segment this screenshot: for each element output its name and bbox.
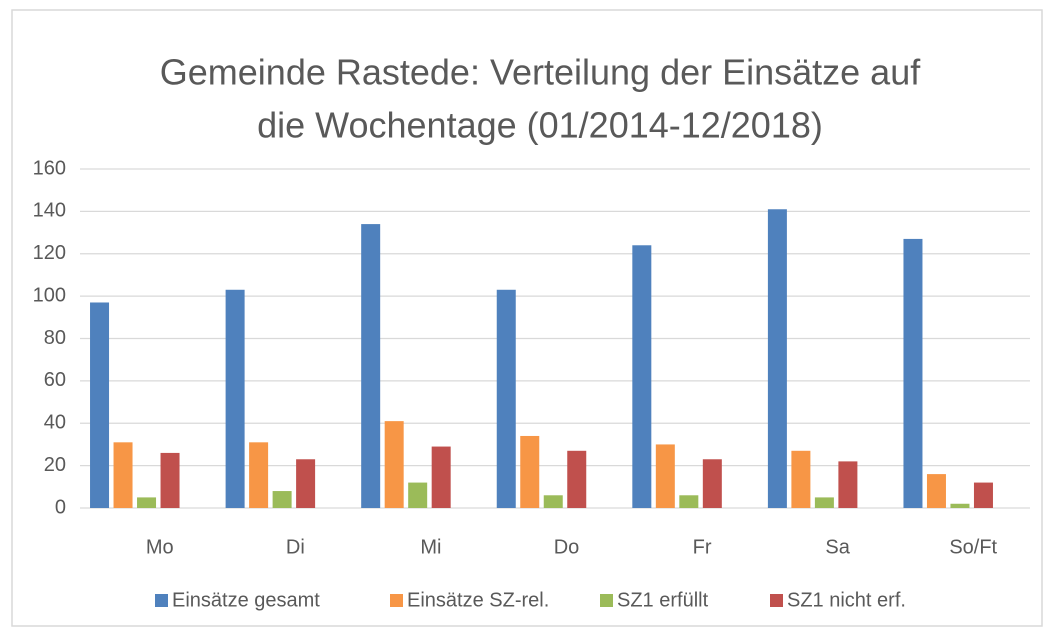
bar xyxy=(973,482,993,508)
bar xyxy=(655,444,675,508)
chart-title: Gemeinde Rastede: Verteilung der Einsätz… xyxy=(160,52,921,93)
bar xyxy=(791,450,811,508)
legend-swatch xyxy=(770,594,783,607)
x-tick-label: Fr xyxy=(693,536,712,558)
legend-label: Einsätze gesamt xyxy=(172,589,320,611)
legend-swatch xyxy=(600,594,613,607)
bar xyxy=(702,459,722,508)
bar xyxy=(767,209,787,508)
bar xyxy=(950,503,970,508)
bar xyxy=(567,450,587,508)
bar xyxy=(408,482,428,508)
bar xyxy=(496,289,516,508)
legend-label: SZ1 erfüllt xyxy=(617,589,709,611)
legend-swatch xyxy=(390,594,403,607)
bar xyxy=(296,459,316,508)
y-tick-label: 100 xyxy=(33,284,66,306)
bar xyxy=(679,495,699,508)
bar xyxy=(90,302,110,508)
chart-title: die Wochentage (01/2014-12/2018) xyxy=(257,105,823,146)
bar xyxy=(113,442,133,508)
x-tick-label: Do xyxy=(554,536,580,558)
y-tick-label: 160 xyxy=(33,157,66,179)
bar xyxy=(926,474,946,508)
bar xyxy=(160,452,180,508)
x-tick-label: So/Ft xyxy=(949,536,997,558)
x-tick-label: Mi xyxy=(420,536,441,558)
bar xyxy=(632,245,652,508)
x-tick-label: Sa xyxy=(825,536,850,558)
legend-label: SZ1 nicht erf. xyxy=(787,589,906,611)
bar xyxy=(272,491,292,508)
bar xyxy=(543,495,563,508)
bar xyxy=(361,224,381,508)
bar xyxy=(137,497,157,508)
bar xyxy=(249,442,269,508)
y-tick-label: 140 xyxy=(33,200,66,222)
y-tick-label: 80 xyxy=(44,327,66,349)
bar xyxy=(520,435,540,508)
bar xyxy=(838,461,858,508)
bar xyxy=(225,289,245,508)
y-tick-label: 20 xyxy=(44,454,66,476)
bar xyxy=(384,421,404,508)
bar xyxy=(431,446,451,508)
legend-label: Einsätze SZ-rel. xyxy=(407,589,549,611)
legend-swatch xyxy=(155,594,168,607)
y-tick-label: 60 xyxy=(44,369,66,391)
bar xyxy=(814,497,834,508)
x-tick-label: Di xyxy=(286,536,305,558)
bar xyxy=(903,238,923,508)
x-tick-label: Mo xyxy=(146,536,174,558)
y-tick-label: 0 xyxy=(55,496,66,518)
y-tick-label: 40 xyxy=(44,412,66,434)
chart-border xyxy=(11,9,1043,627)
y-tick-label: 120 xyxy=(33,242,66,264)
